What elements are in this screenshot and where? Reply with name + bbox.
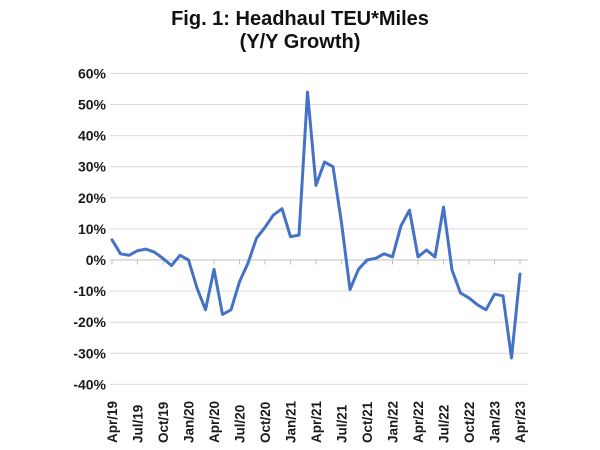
chart-title: Fig. 1: Headhaul TEU*Miles [171, 8, 429, 30]
data-line [110, 90, 522, 360]
chart-title-block: Fig. 1: Headhaul TEU*Miles (Y/Y Growth) [0, 8, 600, 54]
chart-subtitle: (Y/Y Growth) [239, 31, 361, 53]
x-axis-label: Oct/21 [360, 401, 375, 443]
x-axis-label: Jul/21 [335, 404, 350, 443]
x-axis-label: Jul/19 [131, 405, 146, 443]
x-axis-label: Apr/21 [309, 400, 324, 443]
y-axis-label: 60% [78, 65, 107, 81]
x-axis-label: Jan/23 [488, 400, 503, 443]
y-axis-label: 10% [78, 221, 107, 237]
y-axis-label: -30% [73, 345, 106, 361]
x-axis-label: Oct/22 [462, 402, 477, 443]
y-axis-label: -20% [73, 314, 106, 330]
x-axis-label: Jan/21 [284, 400, 299, 443]
y-axis-label: 0% [86, 252, 107, 268]
x-axis-label: Apr/23 [513, 400, 528, 443]
x-axis-label: Jul/22 [437, 405, 452, 443]
x-axis-label: Jul/20 [233, 405, 248, 443]
x-axis-label: Jan/20 [182, 401, 197, 443]
y-axis-label: 40% [78, 128, 107, 144]
y-axis-label: -40% [73, 376, 106, 392]
y-axis-label: -10% [73, 283, 106, 299]
y-axis-label: 20% [78, 190, 107, 206]
y-axis-label: 50% [78, 97, 107, 113]
x-axis-label: Apr/22 [411, 401, 426, 443]
x-axis-label: Jan/22 [386, 401, 401, 443]
x-axis-label: Apr/20 [207, 401, 222, 443]
x-axis-label: Oct/19 [156, 402, 171, 443]
x-axis-label: Oct/20 [258, 402, 273, 443]
x-axis-label: Apr/19 [105, 401, 120, 443]
y-axis-label: 30% [78, 159, 107, 175]
